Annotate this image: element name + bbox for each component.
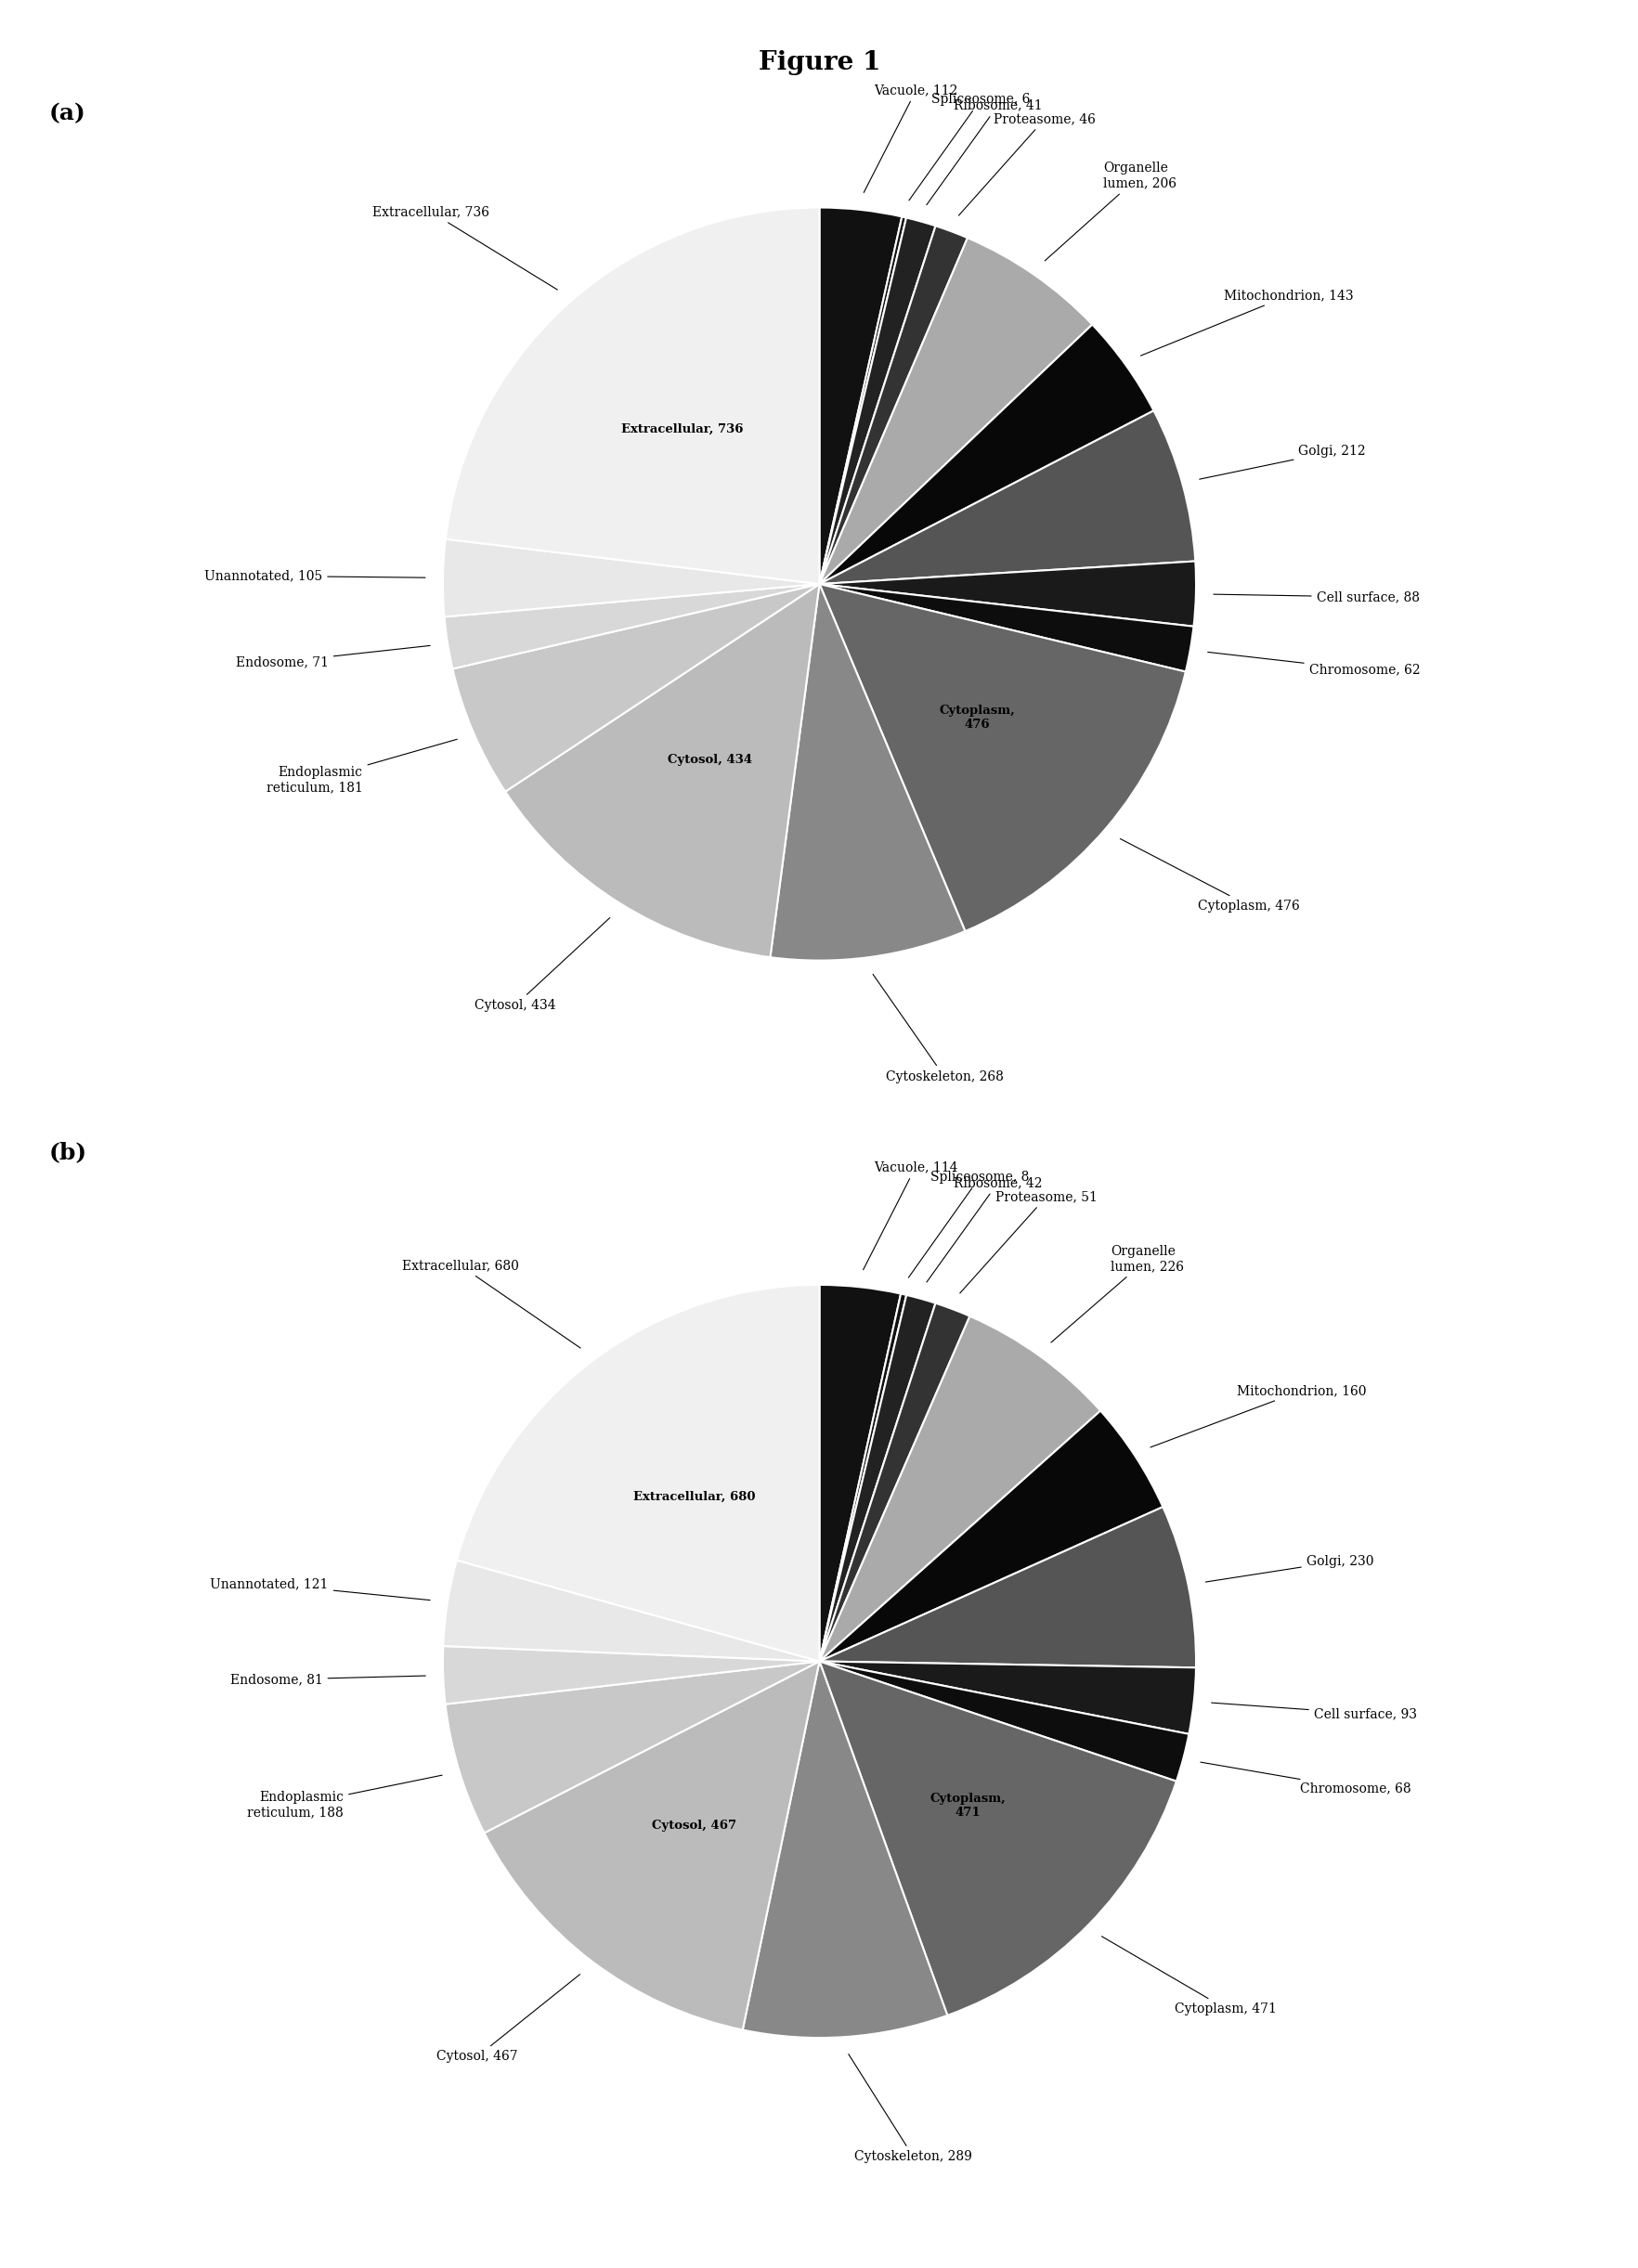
Wedge shape — [442, 540, 819, 617]
Wedge shape — [442, 1647, 819, 1703]
Wedge shape — [819, 227, 966, 583]
Wedge shape — [446, 1660, 819, 1833]
Wedge shape — [505, 583, 819, 957]
Text: Cytosol, 434: Cytosol, 434 — [667, 753, 752, 767]
Wedge shape — [819, 1506, 1196, 1667]
Text: Mitochondrion, 160: Mitochondrion, 160 — [1150, 1383, 1364, 1447]
Text: Unannotated, 121: Unannotated, 121 — [210, 1579, 429, 1601]
Wedge shape — [819, 218, 935, 583]
Wedge shape — [819, 1295, 935, 1660]
Text: Ribosome, 42: Ribosome, 42 — [925, 1177, 1042, 1281]
Text: (a): (a) — [49, 102, 87, 125]
Wedge shape — [819, 209, 901, 583]
Wedge shape — [819, 1411, 1163, 1660]
Text: Spliceosome, 6: Spliceosome, 6 — [909, 93, 1029, 200]
Text: Cytosol, 467: Cytosol, 467 — [436, 1973, 580, 2064]
Wedge shape — [446, 209, 819, 583]
Wedge shape — [819, 583, 1184, 932]
Wedge shape — [742, 1660, 947, 2037]
Text: Spliceosome, 8: Spliceosome, 8 — [907, 1170, 1029, 1277]
Text: Vacuole, 112: Vacuole, 112 — [863, 84, 958, 193]
Text: Unannotated, 105: Unannotated, 105 — [205, 569, 426, 583]
Text: Cytoplasm, 476: Cytoplasm, 476 — [1119, 839, 1299, 912]
Wedge shape — [819, 1304, 970, 1660]
Text: Cytosol, 434: Cytosol, 434 — [475, 919, 609, 1012]
Text: Cytoskeleton, 289: Cytoskeleton, 289 — [848, 2055, 971, 2164]
Wedge shape — [457, 1284, 819, 1660]
Text: Vacuole, 114: Vacuole, 114 — [863, 1161, 957, 1270]
Wedge shape — [770, 583, 965, 959]
Text: Endoplasmic
reticulum, 188: Endoplasmic reticulum, 188 — [247, 1776, 442, 1819]
Text: Ribosome, 41: Ribosome, 41 — [925, 100, 1042, 204]
Wedge shape — [819, 238, 1091, 583]
Text: Cell surface, 88: Cell surface, 88 — [1212, 590, 1419, 603]
Text: Proteasome, 46: Proteasome, 46 — [958, 111, 1096, 215]
Wedge shape — [819, 411, 1194, 583]
Text: Cytoplasm,
471: Cytoplasm, 471 — [929, 1794, 1006, 1819]
Text: Chromosome, 62: Chromosome, 62 — [1207, 653, 1419, 676]
Wedge shape — [819, 1660, 1176, 2016]
Wedge shape — [819, 560, 1196, 626]
Text: Extracellular, 680: Extracellular, 680 — [632, 1490, 755, 1501]
Wedge shape — [442, 1560, 819, 1660]
Text: Cytoskeleton, 268: Cytoskeleton, 268 — [873, 975, 1002, 1084]
Wedge shape — [819, 1660, 1196, 1735]
Wedge shape — [819, 1284, 901, 1660]
Text: Proteasome, 51: Proteasome, 51 — [960, 1191, 1097, 1293]
Text: Golgi, 230: Golgi, 230 — [1206, 1554, 1373, 1583]
Text: Cytoplasm, 471: Cytoplasm, 471 — [1101, 1937, 1276, 2016]
Text: Cell surface, 93: Cell surface, 93 — [1210, 1703, 1415, 1719]
Text: Cytoplasm,
476: Cytoplasm, 476 — [939, 705, 1014, 730]
Text: Extracellular, 736: Extracellular, 736 — [621, 424, 742, 435]
Wedge shape — [819, 1315, 1099, 1660]
Wedge shape — [444, 583, 819, 669]
Text: Organelle
lumen, 226: Organelle lumen, 226 — [1050, 1245, 1184, 1343]
Text: Mitochondrion, 143: Mitochondrion, 143 — [1140, 288, 1353, 356]
Text: Endosome, 81: Endosome, 81 — [229, 1674, 426, 1685]
Wedge shape — [819, 583, 1192, 671]
Text: Extracellular, 736: Extracellular, 736 — [372, 206, 557, 290]
Wedge shape — [452, 583, 819, 792]
Text: Endosome, 71: Endosome, 71 — [236, 646, 429, 669]
Text: Organelle
lumen, 206: Organelle lumen, 206 — [1045, 161, 1176, 261]
Text: Cytosol, 467: Cytosol, 467 — [652, 1819, 735, 1833]
Text: (b): (b) — [49, 1141, 87, 1163]
Wedge shape — [819, 218, 906, 583]
Wedge shape — [819, 324, 1153, 583]
Text: Chromosome, 68: Chromosome, 68 — [1201, 1762, 1410, 1796]
Text: Endoplasmic
reticulum, 181: Endoplasmic reticulum, 181 — [265, 739, 457, 794]
Text: Figure 1: Figure 1 — [758, 50, 880, 75]
Wedge shape — [819, 1293, 906, 1660]
Text: Extracellular, 680: Extracellular, 680 — [401, 1259, 580, 1347]
Wedge shape — [819, 1660, 1188, 1780]
Text: Golgi, 212: Golgi, 212 — [1199, 445, 1364, 479]
Wedge shape — [483, 1660, 819, 2030]
